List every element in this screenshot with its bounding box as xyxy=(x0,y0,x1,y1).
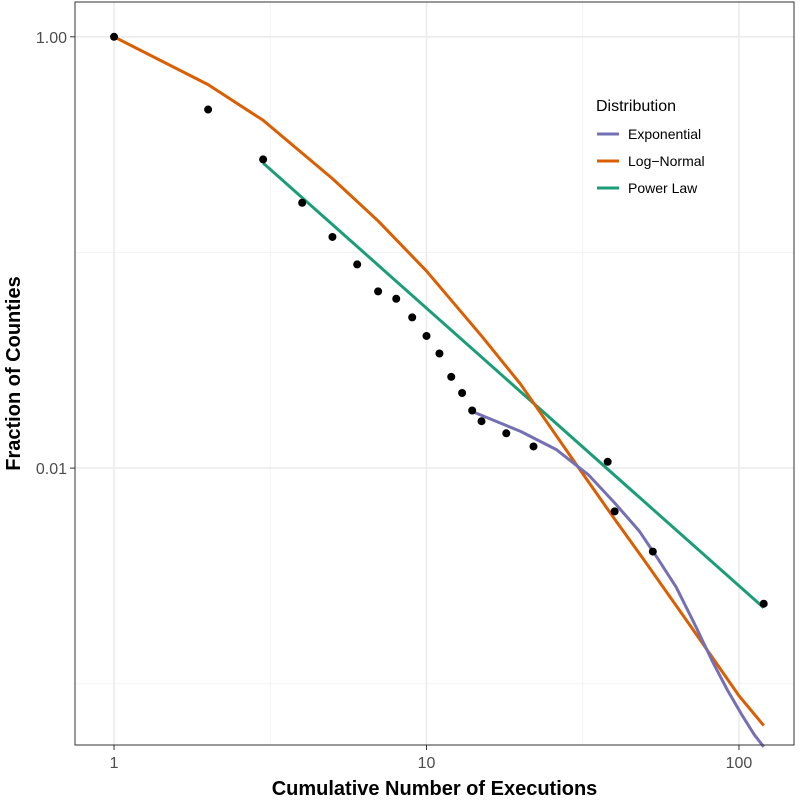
series-line-log-normal xyxy=(113,35,765,727)
data-point xyxy=(328,232,337,241)
data-point xyxy=(408,313,417,322)
legend-title: Distribution xyxy=(596,98,676,115)
data-point xyxy=(529,442,538,451)
data-point xyxy=(353,260,362,269)
legend-label: Power Law xyxy=(628,180,698,196)
series-lines xyxy=(113,35,765,748)
legend: Distribution Exponential Log−Normal Power … xyxy=(596,98,705,196)
data-point xyxy=(259,155,268,164)
data-point xyxy=(110,32,119,41)
data-point xyxy=(298,198,307,207)
x-axis-title: Cumulative Number of Executions xyxy=(272,778,598,800)
data-point xyxy=(204,105,213,114)
x-axis: 1 10 100 xyxy=(110,745,753,772)
data-points xyxy=(110,32,768,608)
minor-gridlines xyxy=(75,2,794,745)
series-line-exponential xyxy=(471,410,765,748)
y-axis: 1.00 0.01 xyxy=(36,30,75,478)
legend-label: Log−Normal xyxy=(628,153,705,169)
data-point xyxy=(648,547,657,556)
series-line-power-law xyxy=(262,161,765,609)
x-tick-label: 100 xyxy=(726,755,753,772)
data-point xyxy=(477,417,486,426)
y-axis-title: Fraction of Counties xyxy=(3,276,25,470)
legend-label: Exponential xyxy=(628,126,701,142)
data-point xyxy=(392,294,401,303)
x-tick-label: 1 xyxy=(110,755,119,772)
data-point xyxy=(759,599,768,608)
data-point xyxy=(422,331,431,340)
data-point xyxy=(447,372,456,381)
plot-background xyxy=(75,2,794,745)
y-tick-label: 0.01 xyxy=(36,461,67,478)
data-point xyxy=(435,349,444,358)
data-point xyxy=(458,388,467,397)
major-gridlines xyxy=(75,2,794,745)
data-point xyxy=(468,406,477,415)
data-point xyxy=(603,457,612,466)
x-tick-label: 10 xyxy=(418,755,436,772)
data-point xyxy=(610,507,619,516)
plot-border xyxy=(74,1,795,746)
y-tick-label: 1.00 xyxy=(36,30,67,47)
data-point xyxy=(502,429,511,438)
data-point xyxy=(374,287,383,296)
